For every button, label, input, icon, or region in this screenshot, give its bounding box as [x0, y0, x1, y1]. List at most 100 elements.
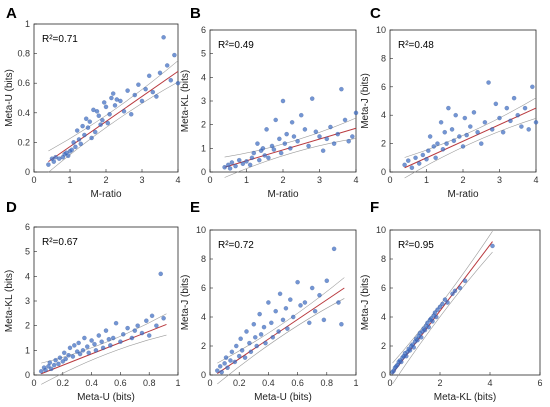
panel-e-data-point: [331, 246, 337, 252]
panel-a-r2-label: R²=0.71: [42, 34, 78, 45]
panel-d-data-point: [93, 348, 99, 353]
panel-a-data-point: [128, 111, 134, 117]
panel-c-data-point: [435, 141, 440, 146]
panel-d-data-point: [113, 320, 119, 326]
panel-a-data-point: [168, 77, 174, 83]
panel-e-data-point: [222, 361, 227, 366]
panel-c-data-point: [440, 146, 446, 152]
panel-d-data-point: [57, 355, 63, 361]
panel-e-data-point: [217, 363, 223, 369]
panel-e-data-point: [261, 324, 267, 330]
panel-e-data-point: [317, 292, 322, 298]
panel-b-data-point: [260, 146, 266, 151]
panel-e-data-point: [324, 278, 330, 284]
panel-e-x-tick-label: 0.8: [321, 378, 334, 388]
panel-d-data-point: [77, 351, 83, 357]
panel-f-y-tick-label: 6: [381, 283, 386, 293]
panel-b-data-point: [251, 150, 257, 156]
panel-d-y-tick-label: 2: [25, 321, 30, 331]
panel-d-x-tick-label: 1: [175, 378, 180, 388]
panel-e-data-point: [263, 340, 268, 346]
panel-f-data-point: [450, 291, 455, 297]
panel-c-plot-area: [389, 29, 537, 173]
panel-a-data-point: [71, 140, 76, 145]
panel-e-data-point: [219, 369, 224, 375]
panel-d-y-tick-label: 5: [25, 247, 30, 257]
panel-d-data-point: [74, 349, 80, 354]
panel-e-r2-label: R²=0.72: [218, 240, 254, 251]
panel-f-plot-area: [389, 229, 541, 376]
panel-d-data-point: [56, 361, 61, 367]
panel-a-data-point: [112, 103, 118, 108]
panel-d-y-tick-label: 0: [25, 370, 30, 380]
panel-c-data-point: [449, 127, 455, 132]
panel-e-data-point: [232, 359, 238, 365]
panel-b-y-tick-label: 2: [201, 120, 206, 130]
panel-d-y-axis-label: Meta-KL (bits): [4, 270, 15, 332]
panel-b-letter: B: [190, 5, 201, 22]
panel-e-data-point: [236, 353, 242, 359]
panel-a-data-point: [80, 123, 85, 129]
panel-d-data-point: [146, 333, 152, 338]
panel-c-data-point: [511, 95, 517, 101]
panel-e-data-point: [283, 305, 289, 311]
panel-e-data-point: [312, 308, 318, 314]
panel-a-data-point: [82, 132, 87, 138]
panel-c-data-point: [471, 110, 477, 115]
panel-a-data-point: [154, 94, 159, 99]
panel-f-y-axis-label: Meta-J (bits): [360, 275, 371, 331]
panel-e-data-point: [287, 297, 293, 302]
panel-c-data-point: [438, 120, 444, 125]
panel-a-data-point: [100, 117, 105, 123]
panel-b-data-point: [350, 134, 355, 139]
panel-d-data-point: [144, 318, 149, 324]
panel-f-data-point: [490, 243, 495, 249]
panel-c-data-point: [426, 148, 431, 153]
panel-c-data-point: [416, 161, 422, 166]
panel-f-x-tick-label: 0: [387, 378, 392, 388]
panel-f-data-point: [422, 327, 428, 333]
panel-e-y-tick-label: 2: [201, 341, 206, 351]
panel-c-data-point: [427, 134, 433, 139]
panel-b-data-point: [271, 147, 277, 152]
panel-a-data-point: [96, 113, 102, 119]
panel-b-data-point: [273, 117, 279, 123]
panel-a-data-point: [136, 82, 141, 87]
panel-b-y-axis-label: Meta-KL (bits): [180, 70, 191, 132]
panel-b-y-tick-label: 6: [201, 25, 206, 35]
panel-b-data-point: [302, 127, 308, 132]
panel-b-data-point: [282, 141, 288, 146]
panel-b-data-point: [331, 141, 337, 146]
panel-b-data-point: [324, 136, 330, 142]
panel-e-y-axis-label: Meta-J (bits): [180, 275, 191, 331]
panel-d-data-point: [82, 335, 87, 341]
panel-a-data-point: [105, 120, 111, 126]
panel-a-data-point: [164, 63, 170, 68]
panel-b-data-point: [353, 110, 359, 116]
panel-b-confidence-bound: [224, 138, 357, 178]
panel-f-data-point: [440, 301, 445, 307]
panel-c-y-tick-label: 6: [381, 82, 386, 92]
panel-d-data-point: [132, 328, 138, 333]
panel-c-data-point: [478, 141, 484, 146]
panel-c-data-point: [530, 84, 535, 90]
panel-f-x-tick-label: 2: [437, 378, 442, 388]
panel-b-data-point: [309, 96, 315, 101]
panel-b-data-point: [346, 138, 352, 144]
panel-b-x-axis-label: M-ratio: [267, 189, 299, 200]
panel-d-data-point: [139, 330, 145, 336]
panel-b-x-tick-label: 0: [207, 175, 212, 185]
panel-f-y-tick-label: 8: [381, 254, 386, 264]
panel-a-data-point: [125, 88, 130, 93]
panel-f-data-point: [437, 304, 443, 310]
panel-c-data-point: [497, 115, 502, 121]
panel-d-data-point: [161, 315, 166, 321]
panel-e-data-point: [285, 326, 290, 331]
panel-e-data-point: [223, 355, 229, 360]
panel-d-x-tick-label: 0.8: [143, 378, 156, 388]
panel-e-data-point: [276, 329, 281, 334]
panel-c-data-point: [467, 124, 473, 129]
panel-b-data-point: [229, 160, 235, 165]
panel-c-data-point: [457, 134, 462, 139]
